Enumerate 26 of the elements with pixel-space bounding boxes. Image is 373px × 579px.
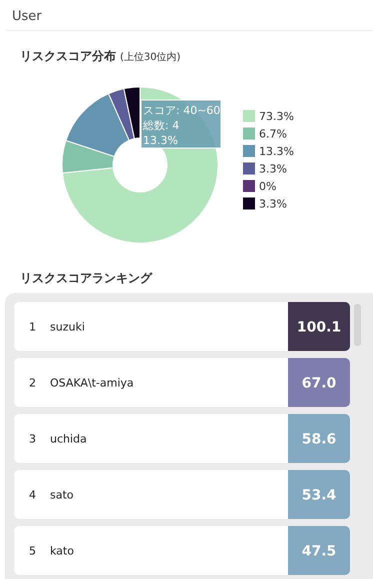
- y2-tick-label: uchida: [50, 432, 87, 446]
- data-label: 47.5: [302, 544, 336, 560]
- text: スコア: 40~60 総数: 4 13.3%: [142, 104, 220, 147]
- y2-tick-label: kato: [50, 544, 74, 558]
- chart-subtitle: (上位30位内): [120, 51, 181, 63]
- data-label: 53.4: [302, 488, 337, 504]
- legend-label: 0%: [259, 180, 276, 193]
- legend-label: 6.7%: [259, 128, 287, 140]
- y-tick-label: 4: [29, 488, 36, 502]
- y-tick-label: 2: [29, 376, 36, 390]
- y2-tick-label: suzuki: [50, 320, 85, 334]
- y-tick-label: 5: [29, 544, 36, 558]
- data-label: 67.0: [302, 376, 337, 392]
- data-label: 100.1: [296, 320, 342, 336]
- legend-label: 13.3%: [259, 145, 294, 158]
- chart-title: リスクスコアランキング: [20, 271, 153, 285]
- data-label: 58.6: [302, 432, 336, 448]
- legend-label: 73.3%: [259, 110, 294, 123]
- y2-tick-label: OSAKA\t-amiya: [50, 376, 134, 390]
- legend-label: 3.3%: [259, 198, 287, 210]
- y2-tick-label: sato: [50, 488, 74, 502]
- legend-label: 3.3%: [259, 162, 287, 176]
- y-tick-label: 3: [29, 432, 36, 446]
- text: User: [12, 9, 42, 24]
- chart-title: リスクスコア分布: [20, 49, 116, 63]
- y-tick-label: 1: [29, 320, 36, 334]
